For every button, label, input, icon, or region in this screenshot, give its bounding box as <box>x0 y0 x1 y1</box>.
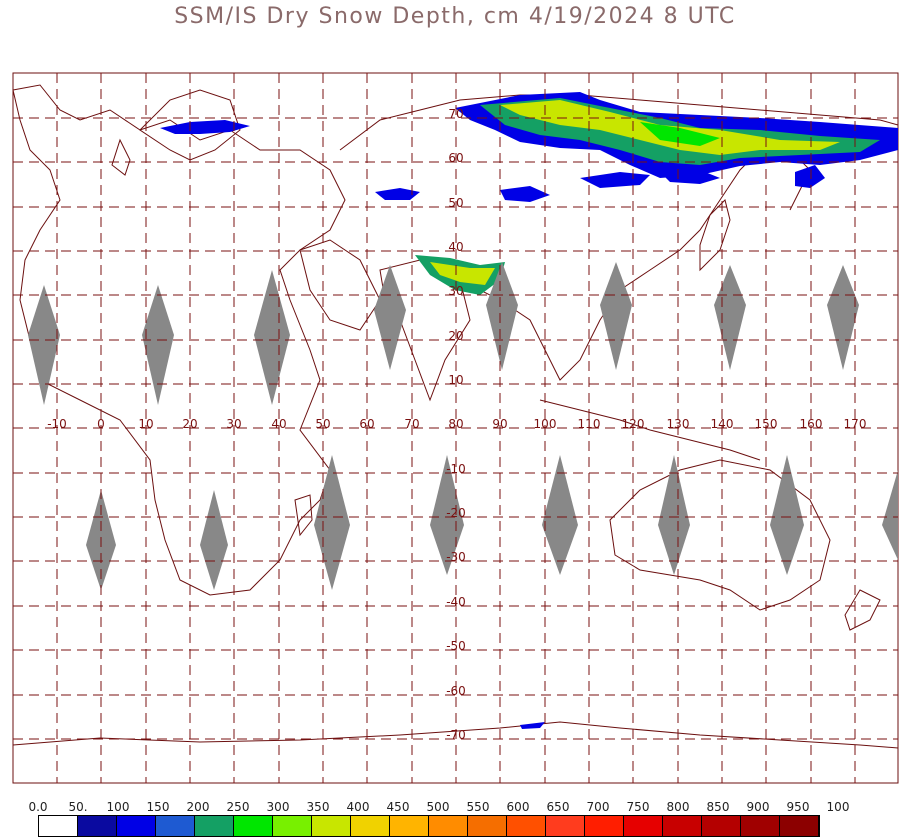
lon-label: 100 <box>534 417 557 431</box>
data-gaps <box>28 262 898 590</box>
lat-label: -20 <box>446 506 466 520</box>
lat-label: 70 <box>448 107 463 121</box>
legend-swatch <box>156 816 195 836</box>
legend-label: 950 <box>786 800 810 814</box>
lon-label: 80 <box>448 417 463 431</box>
snow-depth-map: -10 0 10 20 30 40 50 60 70 80 90 100 110… <box>12 72 899 784</box>
legend-label: 750 <box>626 800 650 814</box>
legend-label: 100 <box>106 800 130 814</box>
legend-swatch <box>117 816 156 836</box>
lon-label: 140 <box>711 417 734 431</box>
lon-label: 10 <box>138 417 153 431</box>
legend-swatch <box>195 816 234 836</box>
lon-label: 30 <box>226 417 241 431</box>
lon-label: 130 <box>667 417 690 431</box>
legend-swatch <box>351 816 390 836</box>
legend-label: 700 <box>586 800 610 814</box>
legend-label: 800 <box>666 800 690 814</box>
lat-label: -70 <box>446 728 466 742</box>
lon-label: 160 <box>800 417 823 431</box>
lon-label: 40 <box>271 417 286 431</box>
lon-label: 90 <box>492 417 507 431</box>
legend-label: 900 <box>746 800 770 814</box>
lon-label: 20 <box>182 417 197 431</box>
lat-label: -10 <box>446 462 466 476</box>
legend-swatch <box>624 816 663 836</box>
lat-label: 30 <box>448 284 463 298</box>
legend-label: 300 <box>266 800 290 814</box>
legend-swatch <box>39 816 78 836</box>
legend-label: 400 <box>346 800 370 814</box>
lat-label: 20 <box>448 329 463 343</box>
legend-label: 100 <box>826 800 850 814</box>
legend-label: 450 <box>386 800 410 814</box>
legend-label: 200 <box>186 800 210 814</box>
lat-label: -60 <box>446 684 466 698</box>
legend-label: 500 <box>426 800 450 814</box>
legend-label: 50. <box>68 800 88 814</box>
lat-label: 10 <box>448 373 463 387</box>
legend-label: 0.0 <box>28 800 48 814</box>
legend-swatch <box>702 816 741 836</box>
legend-swatch <box>468 816 507 836</box>
legend-swatch <box>312 816 351 836</box>
latitude-labels: 70 60 50 40 30 20 10 -10 -20 -30 -40 -50… <box>446 107 466 742</box>
legend-swatch <box>507 816 546 836</box>
legend-swatch <box>234 816 273 836</box>
lon-label: 110 <box>578 417 601 431</box>
legend-label: 850 <box>706 800 730 814</box>
legend-swatch <box>390 816 429 836</box>
lon-label: 50 <box>315 417 330 431</box>
legend-swatch <box>663 816 702 836</box>
lon-label: 170 <box>844 417 867 431</box>
legend-label: 250 <box>226 800 250 814</box>
legend-swatch <box>741 816 780 836</box>
lon-label: 150 <box>755 417 778 431</box>
legend-colorbar <box>38 815 820 837</box>
lat-label: 60 <box>448 151 463 165</box>
legend-label: 150 <box>146 800 170 814</box>
legend-swatch <box>78 816 117 836</box>
lat-label: -40 <box>446 595 466 609</box>
lat-label: 50 <box>448 196 463 210</box>
lat-label: 40 <box>448 240 463 254</box>
legend-label: 550 <box>466 800 490 814</box>
legend-label: 650 <box>546 800 570 814</box>
lon-label: 120 <box>622 417 645 431</box>
legend-swatch <box>273 816 312 836</box>
snow-cover <box>160 92 898 729</box>
lat-label: -30 <box>446 550 466 564</box>
map-title: SSM/IS Dry Snow Depth, cm 4/19/2024 8 UT… <box>174 4 736 29</box>
legend-swatch <box>585 816 624 836</box>
lon-label: -10 <box>47 417 67 431</box>
longitude-labels: -10 0 10 20 30 40 50 60 70 80 90 100 110… <box>47 417 866 431</box>
legend-label: 600 <box>506 800 530 814</box>
lon-label: 70 <box>404 417 419 431</box>
legend-labels: 0.0 50. 100 150 200 250 300 350 400 450 … <box>0 800 910 814</box>
lon-label: 60 <box>359 417 374 431</box>
legend-swatch <box>780 816 819 836</box>
legend-swatch <box>546 816 585 836</box>
lon-label: 0 <box>97 417 105 431</box>
legend-swatch <box>429 816 468 836</box>
lat-label: -50 <box>446 639 466 653</box>
legend-label: 350 <box>306 800 330 814</box>
graticule <box>13 73 898 783</box>
